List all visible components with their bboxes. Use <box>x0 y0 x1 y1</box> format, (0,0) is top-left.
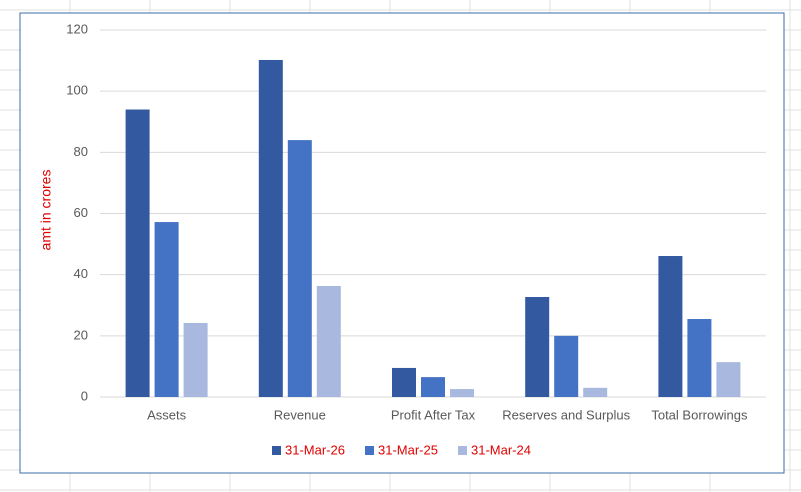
legend-swatch <box>365 446 374 455</box>
y-tick-label: 120 <box>66 21 88 36</box>
bar <box>287 140 312 397</box>
bar <box>316 285 341 397</box>
bar <box>450 389 474 397</box>
legend-label: 31-Mar-26 <box>285 442 345 457</box>
x-tick-label: Assets <box>147 407 187 422</box>
bar <box>716 362 741 397</box>
y-tick-label: 0 <box>81 388 88 403</box>
bar <box>583 387 608 397</box>
bar <box>258 59 283 397</box>
y-tick-label: 100 <box>66 83 88 98</box>
y-tick-label: 20 <box>74 327 88 342</box>
bar <box>125 109 150 398</box>
x-tick-label: Revenue <box>274 407 326 422</box>
legend-label: 31-Mar-24 <box>471 442 531 457</box>
bar <box>154 222 179 397</box>
x-tick-label: Total Borrowings <box>651 407 748 422</box>
x-tick-label: Reserves and Surplus <box>502 407 630 422</box>
bar <box>687 319 712 397</box>
legend-label: 31-Mar-25 <box>378 442 438 457</box>
x-tick-label: Profit After Tax <box>391 407 476 422</box>
bar <box>421 377 445 397</box>
bar <box>392 367 416 397</box>
y-tick-label: 40 <box>74 266 88 281</box>
bar <box>658 256 683 397</box>
bar <box>183 322 208 397</box>
y-tick-label: 60 <box>74 205 88 220</box>
legend-swatch <box>272 446 281 455</box>
bar <box>525 296 550 397</box>
y-tick-label: 80 <box>74 144 88 159</box>
legend-swatch <box>458 446 467 455</box>
y-axis-label: amt in crores <box>38 170 54 251</box>
bar <box>554 335 579 397</box>
